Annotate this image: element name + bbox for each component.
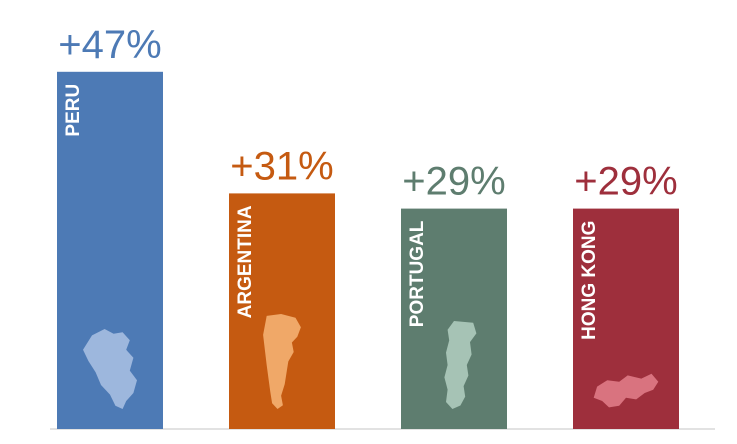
data-label: +29% — [574, 160, 677, 204]
argentina-map-icon — [263, 314, 301, 409]
data-label: +47% — [58, 23, 161, 67]
category-label: HONG KONG — [579, 221, 600, 340]
bar-group-peru: +47% PERU — [57, 23, 163, 430]
portugal-map-icon — [444, 321, 477, 409]
category-label: ARGENTINA — [235, 205, 256, 318]
bars: +47% PERU +31% ARGENTINA +29% PORTUGAL +29% HON… — [57, 23, 679, 430]
bar-group-portugal: +29% PORTUGAL — [401, 160, 507, 429]
hong-kong-map-icon — [593, 373, 659, 408]
category-label: PORTUGAL — [407, 220, 428, 327]
bar-group-hong-kong: +29% HONG KONG — [573, 160, 679, 429]
category-label: PERU — [63, 84, 84, 137]
bar-group-argentina: +31% ARGENTINA — [229, 144, 335, 429]
data-label: +31% — [230, 144, 333, 188]
data-label: +29% — [402, 160, 505, 204]
peru-map-icon — [83, 329, 137, 409]
